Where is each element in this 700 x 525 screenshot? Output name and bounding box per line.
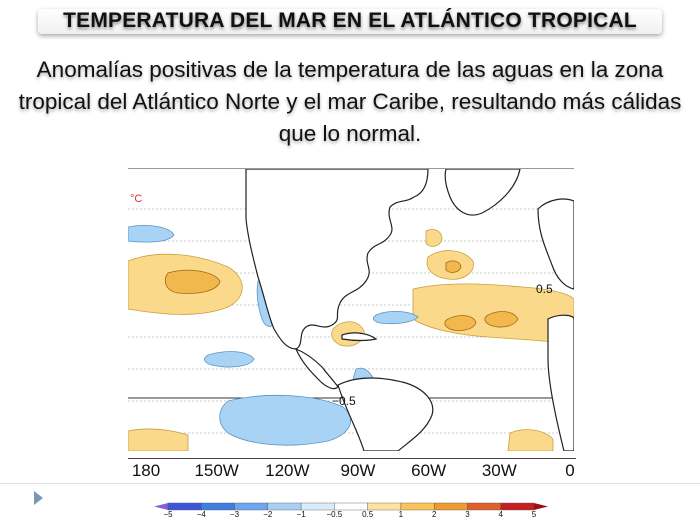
- colorbar-segment: [234, 502, 269, 511]
- warm-core-atlantic-3: [445, 260, 462, 273]
- slide-subtitle: Anomalías positivas de la temperatura de…: [18, 57, 682, 146]
- europe-outline: [537, 198, 575, 290]
- south-america-outline: [337, 377, 434, 452]
- colorbar-tick-label: −4: [196, 510, 206, 519]
- contour-label-positive: 0.5: [536, 282, 553, 296]
- colorbar-segment: [500, 502, 535, 511]
- colorbar-segment: [154, 503, 168, 510]
- cuba-outline: [341, 332, 378, 342]
- next-slide-arrow-icon[interactable]: [34, 491, 43, 505]
- cool-area-north-pacific: [127, 225, 175, 243]
- warm-area-south-pacific: [127, 428, 189, 452]
- longitude-axis: [128, 458, 576, 459]
- title-bar: [38, 9, 662, 34]
- longitude-tick-label: 180: [131, 461, 161, 480]
- colorbar-segment: [534, 503, 548, 510]
- colorbar-segment: [300, 502, 335, 511]
- warm-core-atlantic-1: [444, 315, 477, 331]
- colorbar-segment: [433, 502, 468, 511]
- colorbar-tick-label: −0.5: [326, 510, 343, 519]
- colorbar-segment: [201, 502, 235, 511]
- slide-divider: [0, 483, 700, 484]
- colorbar-tick-label: −1: [296, 510, 306, 519]
- north-america-outline: [245, 168, 429, 350]
- warm-area-labrador: [425, 229, 443, 247]
- warm-core-eastern-pacific: [164, 269, 221, 294]
- warm-anomaly-cores: [164, 260, 519, 331]
- colorbar-segment: [167, 502, 202, 511]
- colorbar-tick-label: 5: [531, 510, 537, 519]
- cool-area-south-pacific: [219, 394, 352, 446]
- cool-area-central-pacific: [204, 351, 255, 368]
- cool-area-gulf-stream: [373, 311, 419, 325]
- colorbar-tick-label: 0.5: [362, 510, 374, 519]
- colorbar-tick-label: 1: [398, 510, 404, 519]
- warm-area-south-atlantic: [507, 429, 554, 452]
- warm-core-atlantic-2: [484, 311, 519, 328]
- longitude-tick-label: 120W: [265, 461, 310, 480]
- contour-label-negative: −0.5: [332, 394, 356, 408]
- colorbar-segment: [334, 502, 368, 511]
- colorbar-tick-label: 4: [498, 510, 503, 519]
- coastlines: [245, 168, 575, 452]
- slide-title: TEMPERATURA DEL MAR EN EL ATLÁNTICO TROP…: [63, 9, 637, 32]
- sst-anomaly-map: 0.5 −0.5: [127, 168, 575, 452]
- longitude-tick-label: 0: [565, 461, 575, 480]
- warm-anomaly-areas: [127, 229, 575, 452]
- colorbar-segment: [467, 502, 501, 511]
- colorbar-tick-label: 2: [431, 510, 437, 519]
- colorbar-segment: [267, 502, 302, 511]
- colorbar-tick-label: −5: [163, 510, 173, 519]
- greenland-outline: [444, 168, 521, 216]
- longitude-tick-label: 60W: [411, 461, 447, 480]
- colorbar-segment: [400, 502, 435, 511]
- colorbar-tick-label: −2: [263, 510, 273, 519]
- central-america-outline: [294, 347, 339, 390]
- unit-label: °C: [130, 193, 143, 205]
- longitude-tick-label: 90W: [340, 461, 376, 480]
- colorbar-segment: [367, 502, 402, 511]
- colorbar-tick-label: −3: [229, 510, 240, 519]
- africa-outline: [547, 314, 575, 452]
- colorbar-tick-label: 3: [465, 510, 470, 519]
- longitude-tick-label: 150W: [194, 461, 239, 480]
- longitude-tick-label: 30W: [481, 461, 517, 480]
